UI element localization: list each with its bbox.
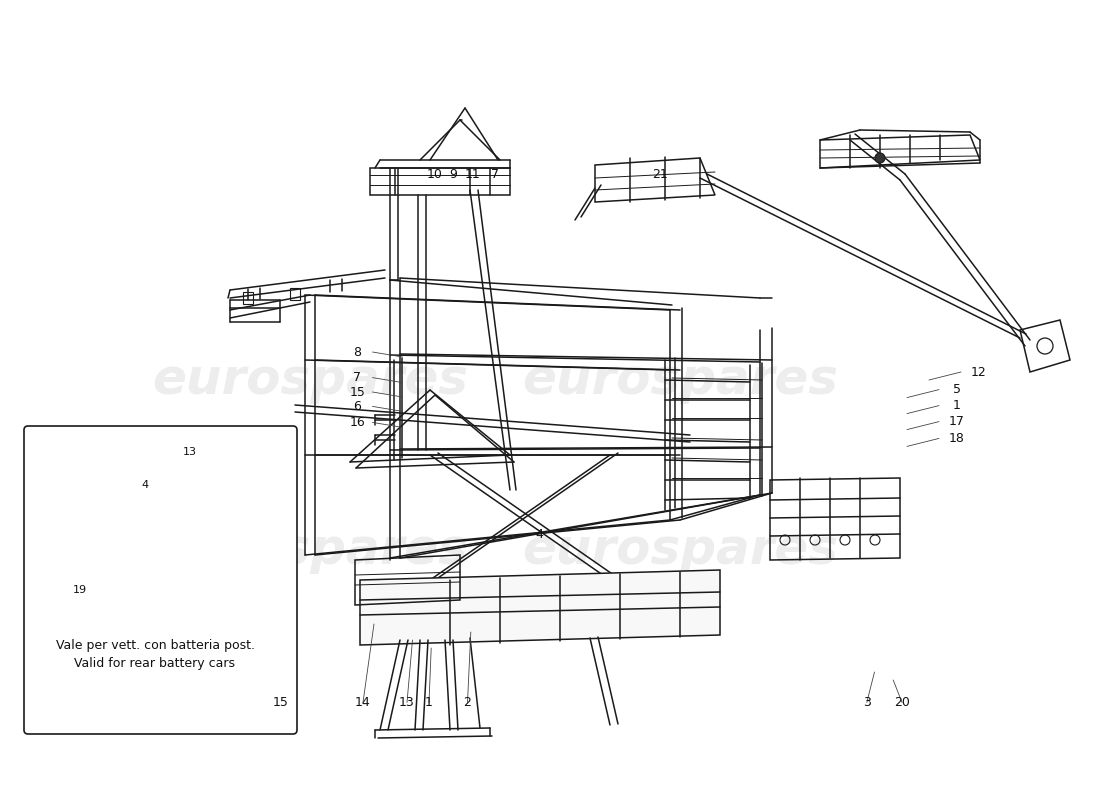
Text: 1: 1	[953, 399, 961, 412]
Text: 15: 15	[273, 696, 288, 709]
Text: 16: 16	[350, 416, 365, 429]
Text: 4: 4	[142, 480, 148, 490]
Text: 4: 4	[535, 528, 543, 541]
Text: 19: 19	[73, 585, 87, 595]
Text: 21: 21	[652, 168, 668, 181]
Text: 15: 15	[350, 386, 365, 398]
Text: 12: 12	[971, 366, 987, 378]
Text: 20: 20	[894, 696, 910, 709]
Text: 3: 3	[862, 696, 871, 709]
Polygon shape	[360, 570, 720, 645]
Text: 10: 10	[427, 168, 442, 181]
Text: 8: 8	[353, 346, 362, 358]
Text: 2: 2	[463, 696, 472, 709]
Text: eurospares: eurospares	[152, 356, 468, 404]
Text: eurospares: eurospares	[522, 356, 838, 404]
Text: 1: 1	[425, 696, 433, 709]
Text: 14: 14	[355, 696, 371, 709]
Text: 13: 13	[399, 696, 415, 709]
Text: 11: 11	[465, 168, 481, 181]
Text: 17: 17	[949, 415, 965, 428]
Text: eurospares: eurospares	[152, 526, 468, 574]
Text: 6: 6	[353, 400, 362, 413]
Text: 7: 7	[353, 371, 362, 384]
Text: 18: 18	[949, 432, 965, 445]
FancyBboxPatch shape	[24, 426, 297, 734]
Text: 13: 13	[183, 447, 197, 457]
Text: Vale per vett. con batteria post.: Vale per vett. con batteria post.	[55, 638, 254, 651]
Circle shape	[874, 153, 886, 163]
Text: Valid for rear battery cars: Valid for rear battery cars	[75, 657, 235, 670]
Text: 7: 7	[491, 168, 499, 181]
Text: eurospares: eurospares	[522, 526, 838, 574]
Text: 9: 9	[449, 168, 458, 181]
Polygon shape	[60, 530, 145, 570]
Text: 5: 5	[953, 383, 961, 396]
